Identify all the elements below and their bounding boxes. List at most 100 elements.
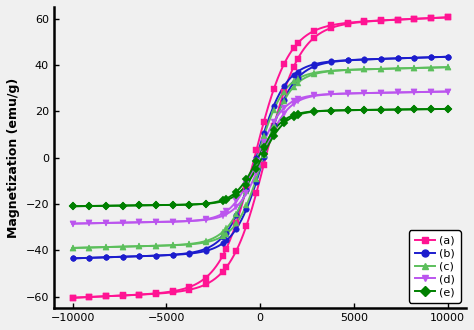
(a) bbox=[153, 291, 159, 295]
(a) bbox=[203, 276, 209, 280]
(a) bbox=[186, 285, 192, 289]
(d) bbox=[203, 217, 209, 221]
(d) bbox=[137, 220, 142, 224]
(c) bbox=[378, 67, 383, 71]
(c) bbox=[395, 66, 401, 70]
(c) bbox=[254, 158, 259, 162]
(d) bbox=[411, 90, 417, 94]
(a) bbox=[328, 23, 334, 27]
(a) bbox=[291, 46, 297, 50]
(c) bbox=[220, 230, 226, 234]
(a) bbox=[70, 296, 75, 300]
(a) bbox=[361, 19, 367, 23]
(d) bbox=[220, 212, 226, 216]
(c) bbox=[70, 246, 75, 250]
(a) bbox=[281, 62, 287, 66]
(e) bbox=[328, 109, 334, 113]
(a) bbox=[120, 293, 126, 297]
(e) bbox=[203, 202, 209, 206]
(a) bbox=[86, 295, 92, 299]
Y-axis label: Magnetization (emu/g): Magnetization (emu/g) bbox=[7, 78, 20, 238]
(d) bbox=[295, 97, 301, 101]
(b) bbox=[311, 62, 317, 66]
(d) bbox=[328, 92, 334, 96]
(c) bbox=[137, 244, 142, 248]
(d) bbox=[70, 222, 75, 226]
(d) bbox=[254, 159, 259, 163]
(c) bbox=[203, 239, 209, 243]
Line: (a): (a) bbox=[70, 15, 450, 301]
(a) bbox=[345, 21, 350, 25]
(c) bbox=[261, 134, 267, 138]
(a) bbox=[445, 16, 450, 19]
(e) bbox=[103, 204, 109, 208]
(c) bbox=[361, 67, 367, 71]
(e) bbox=[220, 198, 226, 202]
(b) bbox=[170, 253, 175, 257]
(a) bbox=[223, 247, 229, 250]
(d) bbox=[170, 220, 175, 224]
(e) bbox=[86, 204, 92, 208]
(b) bbox=[261, 131, 267, 135]
(d) bbox=[103, 221, 109, 225]
(c) bbox=[445, 65, 450, 69]
(e) bbox=[411, 107, 417, 111]
(b) bbox=[411, 56, 417, 60]
(b) bbox=[203, 247, 209, 251]
(d) bbox=[361, 91, 367, 95]
(b) bbox=[378, 57, 383, 61]
(a) bbox=[411, 17, 417, 21]
(b) bbox=[120, 255, 126, 259]
(e) bbox=[254, 159, 259, 163]
(b) bbox=[445, 55, 450, 59]
(c) bbox=[120, 245, 126, 249]
(a) bbox=[271, 87, 277, 91]
(c) bbox=[311, 71, 317, 75]
(d) bbox=[428, 90, 434, 94]
Line: (c): (c) bbox=[70, 64, 450, 251]
(e) bbox=[186, 203, 192, 207]
(e) bbox=[291, 113, 297, 117]
(a) bbox=[103, 294, 109, 298]
(c) bbox=[411, 66, 417, 70]
(d) bbox=[186, 219, 192, 223]
(a) bbox=[234, 221, 239, 225]
(d) bbox=[311, 93, 317, 97]
(b) bbox=[153, 254, 159, 258]
(b) bbox=[220, 235, 226, 239]
(d) bbox=[445, 89, 450, 93]
(e) bbox=[271, 128, 277, 132]
Line: (d): (d) bbox=[70, 89, 450, 226]
(d) bbox=[223, 209, 229, 213]
(a) bbox=[311, 29, 317, 33]
(c) bbox=[153, 244, 159, 248]
(b) bbox=[395, 56, 401, 60]
(a) bbox=[261, 120, 267, 124]
(d) bbox=[395, 90, 401, 94]
(d) bbox=[120, 221, 126, 225]
(d) bbox=[378, 91, 383, 95]
(e) bbox=[120, 204, 126, 208]
(b) bbox=[137, 254, 142, 258]
(b) bbox=[254, 156, 259, 160]
(d) bbox=[261, 140, 267, 144]
(d) bbox=[345, 91, 350, 95]
(d) bbox=[291, 99, 297, 103]
(e) bbox=[428, 107, 434, 111]
(d) bbox=[244, 182, 249, 186]
(c) bbox=[186, 242, 192, 246]
(e) bbox=[170, 203, 175, 207]
(b) bbox=[223, 231, 229, 235]
(c) bbox=[86, 246, 92, 249]
Line: (e): (e) bbox=[70, 106, 450, 209]
(c) bbox=[223, 226, 229, 230]
(e) bbox=[223, 197, 229, 201]
(e) bbox=[153, 203, 159, 207]
(a) bbox=[244, 187, 249, 191]
(c) bbox=[281, 90, 287, 94]
(b) bbox=[271, 104, 277, 108]
(b) bbox=[186, 251, 192, 255]
(c) bbox=[345, 68, 350, 72]
(d) bbox=[271, 120, 277, 124]
(e) bbox=[244, 178, 249, 182]
